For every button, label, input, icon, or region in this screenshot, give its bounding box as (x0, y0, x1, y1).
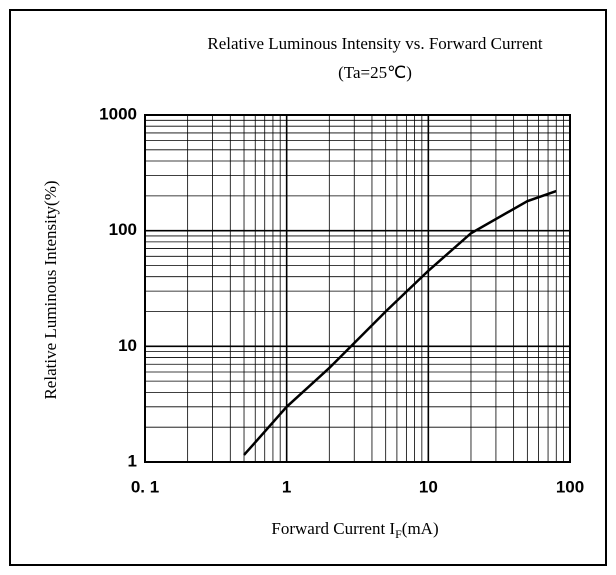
x-label-part: Forward Current I (271, 519, 395, 538)
x-label-part: (mA) (402, 519, 439, 538)
frame (9, 9, 607, 566)
y-tick-label: 10 (118, 336, 137, 355)
y-tick-label: 1 (128, 451, 137, 470)
plot-frame (144, 114, 571, 463)
x-tick-label: 100 (556, 477, 584, 496)
x-axis-label: Forward Current IF(mA) (271, 519, 438, 541)
line-series (243, 189, 557, 456)
y-tick-label: 1000 (99, 104, 137, 123)
x-tick-label: 10 (419, 477, 438, 496)
chart-subtitle: (Ta=25℃) (338, 63, 412, 82)
chart-title: Relative Luminous Intensity vs. Forward … (207, 34, 543, 53)
x-tick-label: 0. 1 (131, 477, 159, 496)
y-tick-label: 100 (109, 220, 137, 239)
x-tick-label: 1 (282, 477, 291, 496)
x-label-sub: F (395, 527, 402, 541)
y-axis-label: Relative Luminous Intensity(%) (41, 180, 60, 399)
